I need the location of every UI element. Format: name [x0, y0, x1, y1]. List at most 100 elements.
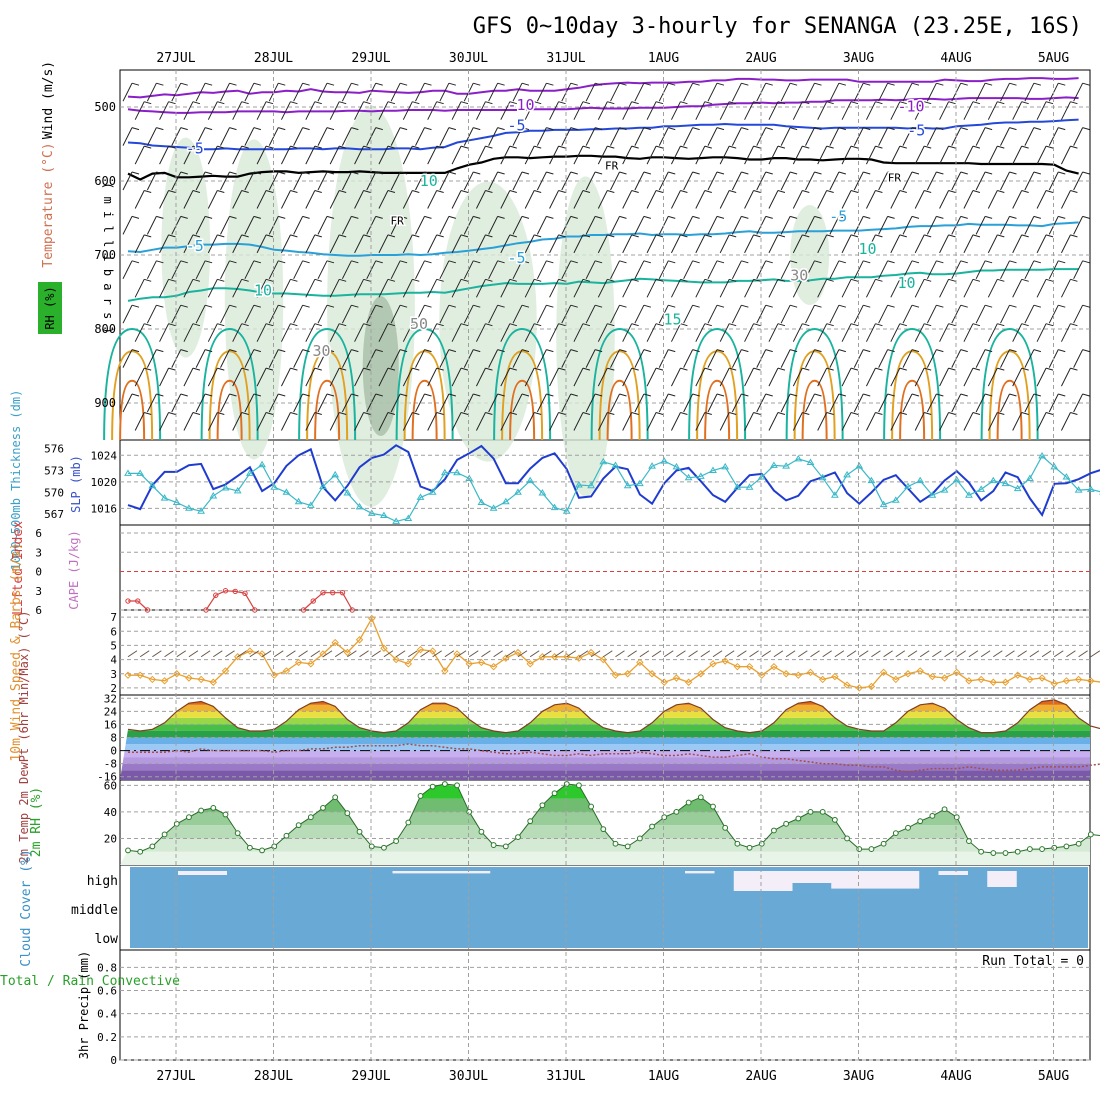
wind-barb	[329, 101, 340, 120]
wind-barb-flag	[826, 278, 834, 282]
wind-barb	[305, 412, 316, 431]
warm-isotherm-arc	[980, 327, 1039, 441]
wind-barb	[427, 367, 438, 387]
wind-barb-flag	[1058, 82, 1066, 86]
wind-barb	[1048, 171, 1059, 191]
wind-barb	[122, 393, 133, 413]
wind-barb	[768, 367, 779, 387]
wind-barb-flag	[302, 82, 310, 86]
wind-barb-flag	[1021, 234, 1029, 238]
wind-barb	[1073, 82, 1084, 102]
wind-barb-flag	[558, 367, 566, 371]
wind-barb-flag	[399, 127, 408, 131]
rh-point	[697, 794, 704, 801]
wind-speed-point	[684, 678, 693, 686]
wind-10m-axis-label: 10m Wind Speed & Barbs (m/s)	[9, 542, 24, 761]
wind-barb-flag	[1021, 190, 1029, 193]
surface-wind-barb	[468, 650, 479, 658]
wind-barb	[463, 171, 474, 191]
wind-barb-flag	[375, 82, 383, 86]
wind-barb	[865, 234, 876, 254]
bottom-date-label: 31JUL	[546, 1069, 585, 1084]
thickness-point	[1013, 484, 1022, 492]
wind-speed-point	[514, 648, 522, 657]
lifted-index-point	[144, 607, 151, 613]
wind-barb	[817, 412, 828, 431]
wind-barb-flag	[984, 215, 993, 219]
wind-barb	[536, 393, 547, 413]
bottom-date-label: 5AUG	[1038, 1069, 1069, 1084]
wind-barb	[719, 367, 730, 387]
wind-barb-flag	[387, 278, 396, 282]
wind-barb	[926, 216, 937, 235]
wind-barb	[488, 393, 499, 413]
wind-barb	[159, 412, 170, 431]
wind-barb	[536, 349, 547, 368]
wind-barb-flag	[594, 304, 603, 308]
thickness-point	[965, 491, 973, 498]
wind-barb	[585, 393, 596, 413]
wind-barb-flag	[850, 323, 859, 327]
isotherm-p10	[127, 268, 1079, 302]
wind-barb-flag	[558, 278, 566, 282]
wind-barb	[646, 145, 657, 165]
isotherm-p5	[127, 221, 1079, 257]
wind-barb	[549, 234, 560, 254]
surface-wind-barb	[456, 650, 467, 658]
surface-wind-barb	[152, 650, 162, 658]
wind-barb	[536, 82, 547, 102]
wind-barb-flag	[668, 82, 676, 86]
wind-barb	[792, 367, 803, 387]
wind-barb-flag	[497, 260, 505, 264]
wind-barb-flag	[887, 304, 895, 308]
wind-barb	[670, 412, 681, 431]
temperature-axis-label: Temperature (°C)	[41, 142, 56, 267]
wind-barb	[207, 367, 218, 387]
wind-barb-flag	[351, 260, 359, 264]
wind-barb-flag	[399, 82, 408, 86]
wind-barb-flag	[265, 278, 274, 282]
wind-barb-flag	[204, 260, 213, 264]
wind-barb-flag	[948, 145, 956, 149]
wind-barb-flag	[534, 412, 542, 415]
wind-barb	[439, 349, 450, 368]
surface-wind-barb	[225, 650, 235, 658]
wind-barb-flag	[716, 349, 725, 353]
temp-band	[120, 757, 1090, 764]
wind-barb-flag	[924, 190, 932, 193]
wind-barb	[524, 190, 535, 209]
wind-barb	[488, 349, 499, 368]
wind-barb-flag	[863, 304, 871, 308]
wind-barb-flag	[424, 127, 432, 131]
wind-barb-flag	[631, 412, 639, 415]
surface-wind-barb	[883, 650, 893, 658]
warm-isotherm-arc	[696, 350, 739, 441]
wind-barb	[817, 234, 828, 254]
rh-point	[429, 783, 436, 790]
wind-barb	[415, 349, 425, 368]
wind-barb	[439, 393, 450, 413]
bottom-date-label: 28JUL	[254, 1069, 293, 1084]
thickness-point	[782, 462, 791, 469]
wind-barb	[451, 412, 462, 431]
wind-barb-flag	[826, 145, 834, 149]
thickness-point	[1038, 452, 1046, 459]
wind-barb-flag	[680, 323, 688, 327]
wind-barb-flag	[1033, 393, 1042, 397]
wind-barb-flag	[1009, 215, 1017, 219]
wind-barb-flag	[814, 260, 822, 264]
wind-barb-flag	[534, 234, 542, 238]
wind-barb-flag	[899, 101, 907, 105]
wind-barb-flag	[326, 171, 335, 175]
wind-barb	[646, 101, 657, 120]
rh-point	[1002, 850, 1009, 856]
wind-barb-flag	[1045, 323, 1054, 327]
wind-speed-point	[648, 670, 656, 678]
wind-barb-flag	[753, 190, 761, 193]
wind-barb-flag	[521, 304, 530, 308]
wind-barb-flag	[131, 260, 140, 264]
wind-barb	[914, 190, 925, 209]
wind-barb-flag	[1070, 234, 1078, 238]
wind-barb-flag	[936, 393, 944, 397]
wind-barb-flag	[375, 215, 383, 219]
